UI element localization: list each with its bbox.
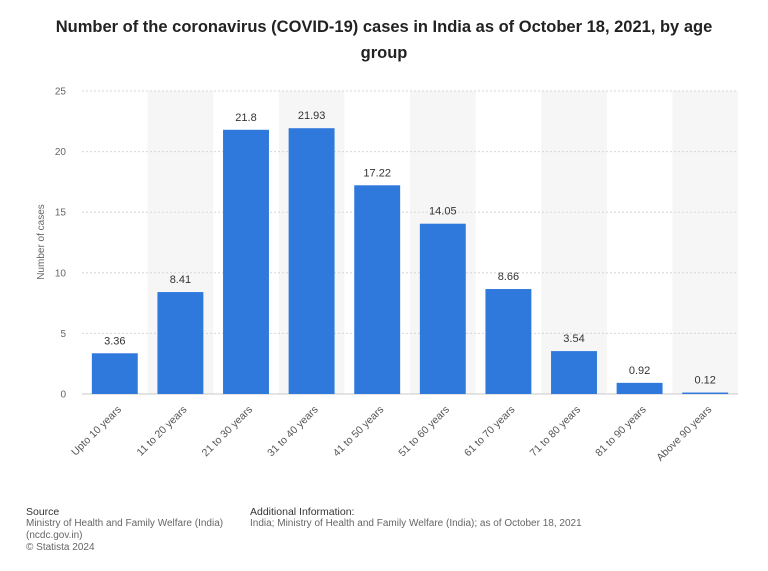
data-label: 8.66 (498, 271, 519, 283)
data-label: 21.8 (235, 112, 256, 124)
info-text: India; Ministry of Health and Family Wel… (250, 518, 730, 530)
additional-info-block: Additional Information: India; Ministry … (250, 506, 730, 530)
data-label: 21.93 (298, 110, 326, 122)
bar (485, 289, 531, 394)
x-tick-label: 41 to 50 years (331, 404, 387, 460)
bar (289, 128, 335, 394)
y-tick-label: 25 (55, 87, 67, 98)
bar (223, 130, 269, 394)
bar (157, 292, 203, 394)
data-label: 8.41 (170, 274, 191, 286)
column-band (672, 91, 738, 394)
bar (551, 351, 597, 394)
source-line-1[interactable]: Ministry of Health and Family Welfare (I… (26, 518, 246, 530)
x-tick-label: Upto 10 years (69, 404, 124, 459)
y-tick-label: 15 (55, 208, 67, 219)
bar (420, 224, 466, 394)
x-tick-label: 11 to 20 years (135, 404, 190, 459)
y-axis-label: Number of cases (36, 204, 47, 280)
y-axis-ticks: 0 5 10 15 20 25 (55, 87, 67, 401)
bar (92, 353, 138, 394)
data-label: 14.05 (429, 206, 457, 218)
bar (617, 383, 663, 394)
source-block: Source Ministry of Health and Family Wel… (26, 506, 246, 554)
x-tick-label: Above 90 years (654, 404, 714, 464)
info-heading: Additional Information: (250, 506, 730, 518)
bar (354, 185, 400, 394)
copyright: © Statista 2024 (26, 542, 246, 554)
data-label: 17.22 (363, 167, 391, 179)
data-label: 0.12 (694, 375, 715, 387)
y-tick-label: 0 (60, 390, 66, 401)
bar-chart: 0 5 10 15 20 25 3.36 8.41 21.8 21.93 17.22 14.05 8.… (0, 0, 768, 500)
source-line-2[interactable]: (ncdc.gov.in) (26, 530, 246, 542)
x-tick-label: 31 to 40 years (265, 404, 321, 460)
x-axis-ticks: Upto 10 years 11 to 20 years 21 to 30 year… (69, 404, 714, 464)
x-tick-label: 51 to 60 years (396, 404, 452, 460)
bar (682, 393, 728, 394)
x-tick-label: 21 to 30 years (200, 404, 256, 460)
x-tick-label: 71 to 80 years (528, 404, 584, 460)
y-tick-label: 10 (55, 268, 67, 279)
x-tick-label: 61 to 70 years (462, 404, 518, 460)
column-band (541, 91, 607, 394)
y-tick-label: 20 (55, 147, 67, 158)
data-label: 0.92 (629, 365, 650, 377)
source-heading: Source (26, 506, 246, 518)
data-label: 3.36 (104, 335, 125, 347)
y-tick-label: 5 (60, 329, 66, 340)
x-tick-label: 81 to 90 years (593, 404, 649, 460)
data-label: 3.54 (563, 333, 584, 345)
